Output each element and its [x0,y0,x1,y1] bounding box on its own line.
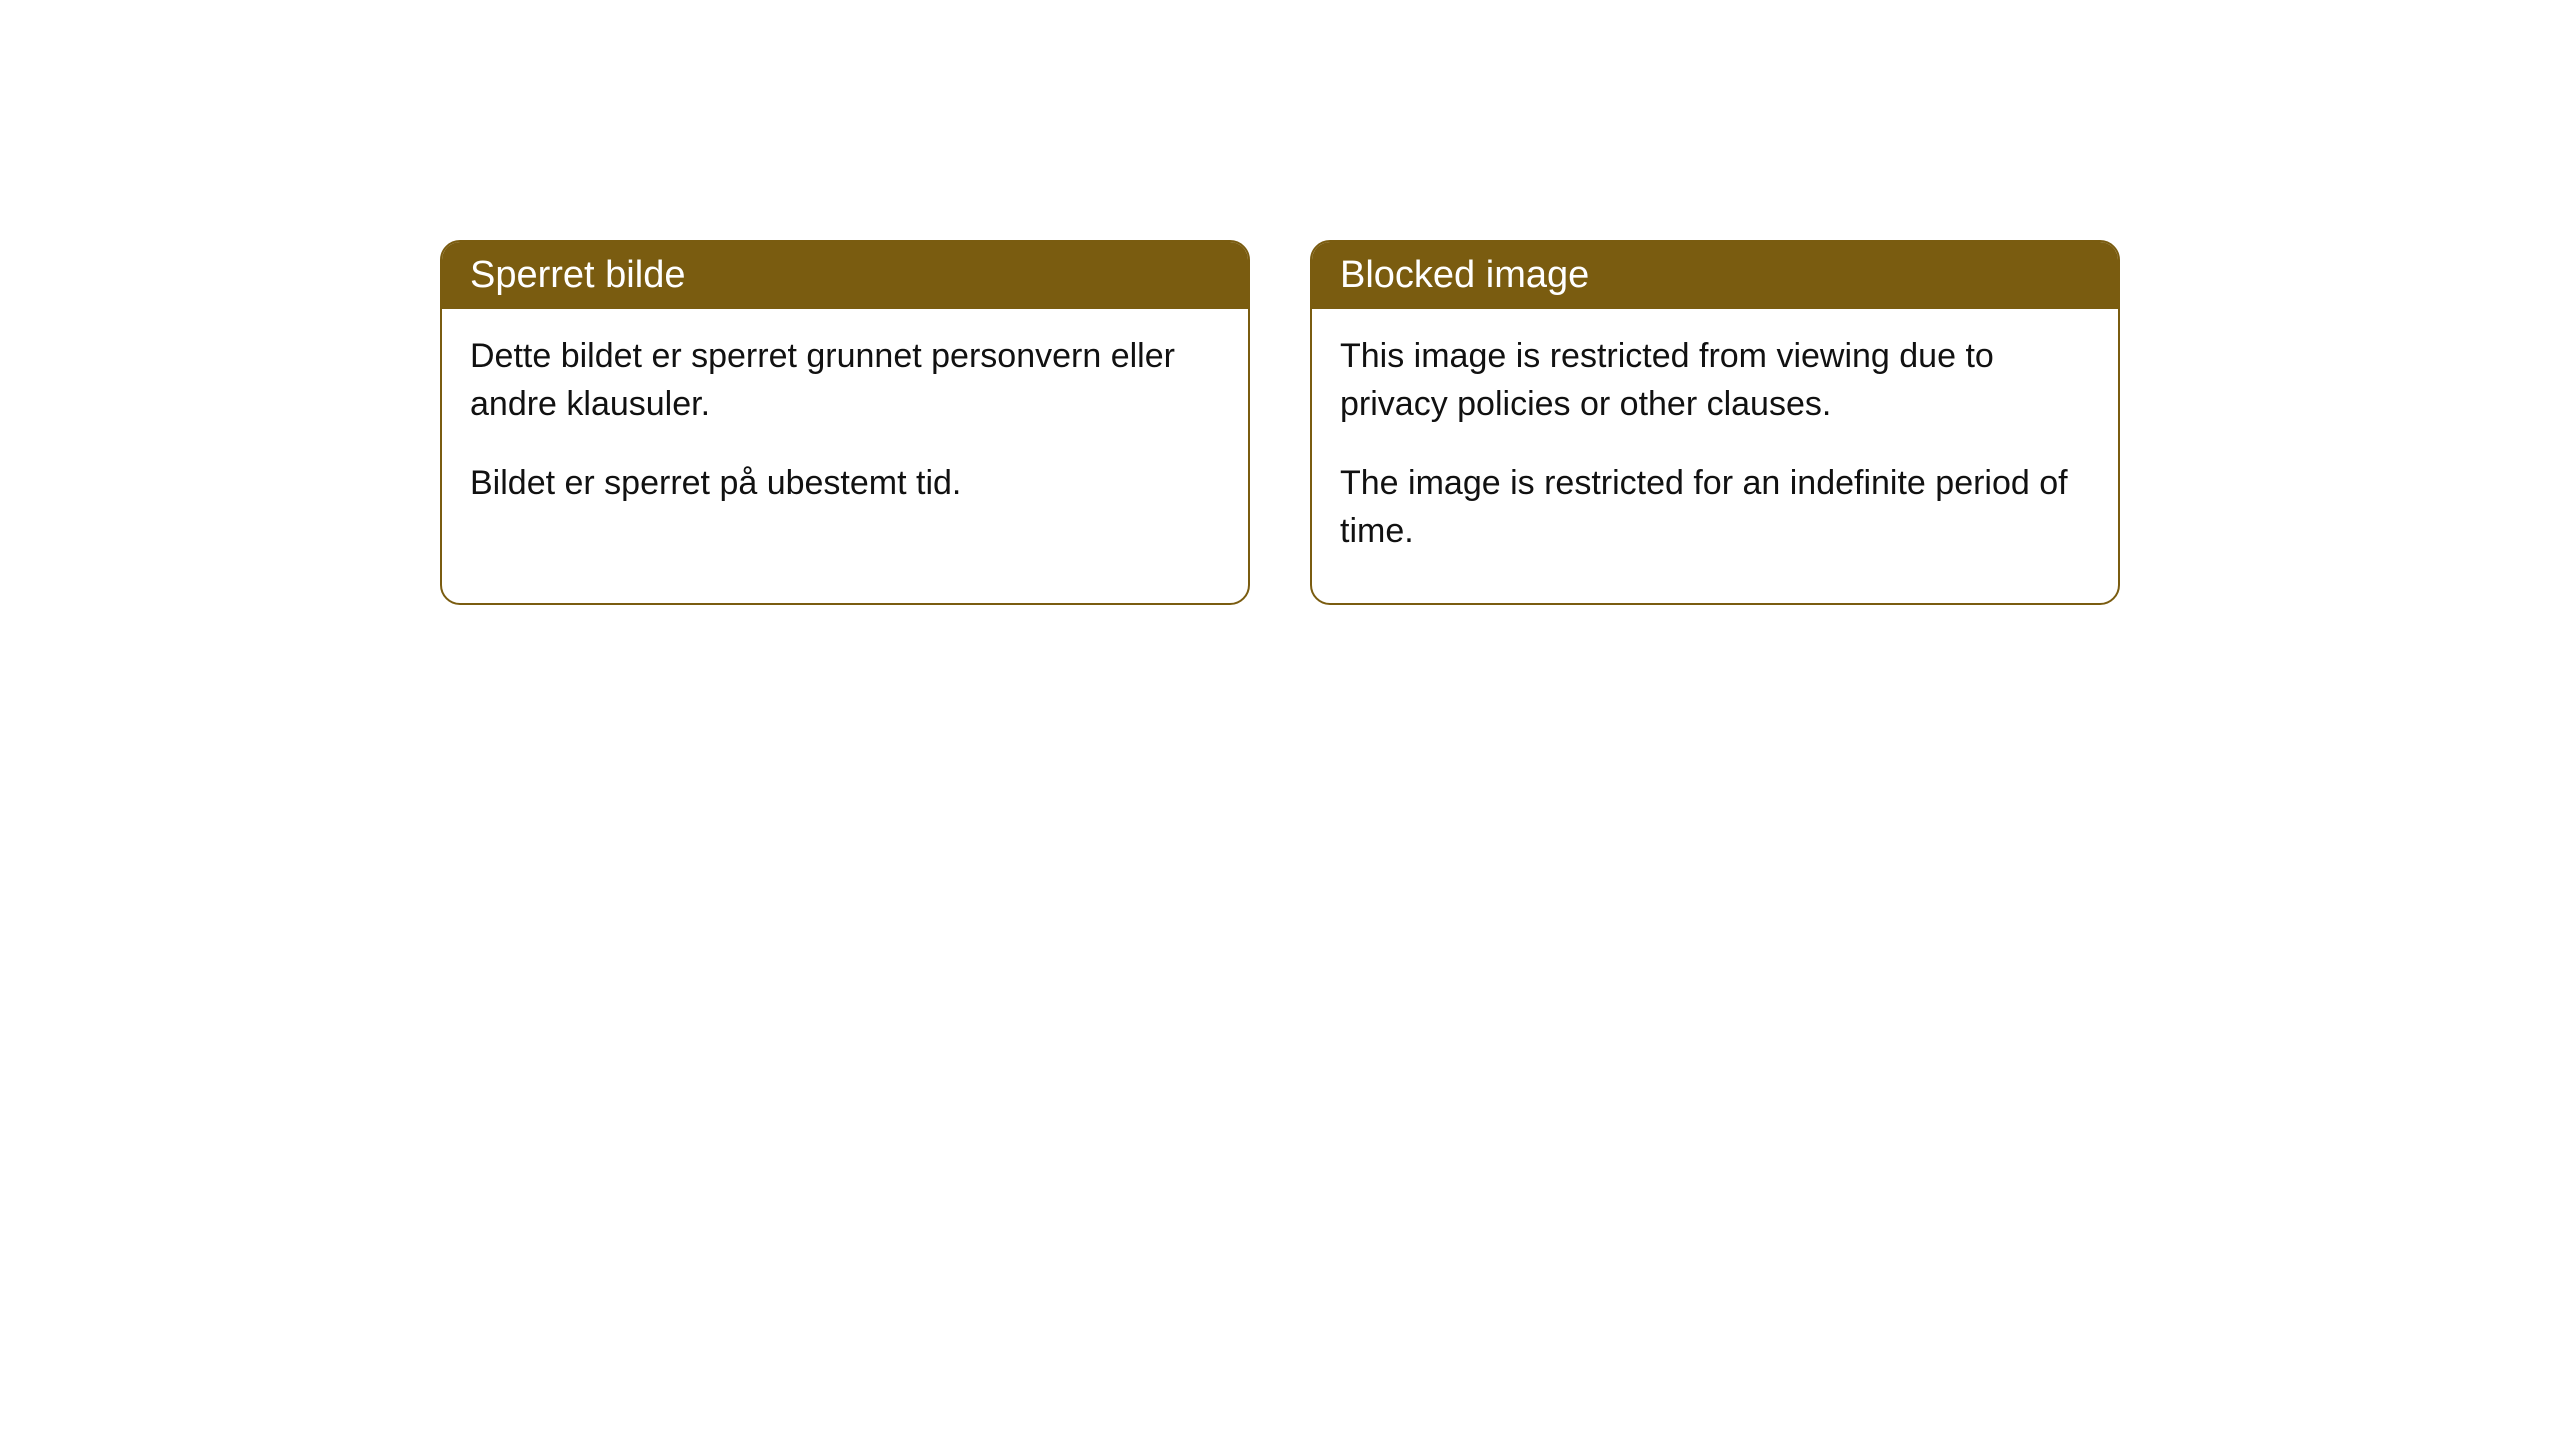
card-body: This image is restricted from viewing du… [1312,309,2118,603]
notice-cards-container: Sperret bilde Dette bildet er sperret gr… [440,240,2120,605]
card-paragraph: This image is restricted from viewing du… [1340,333,2090,428]
card-title: Blocked image [1312,242,2118,309]
card-paragraph: The image is restricted for an indefinit… [1340,460,2090,555]
notice-card-norwegian: Sperret bilde Dette bildet er sperret gr… [440,240,1250,605]
notice-card-english: Blocked image This image is restricted f… [1310,240,2120,605]
card-paragraph: Dette bildet er sperret grunnet personve… [470,333,1220,428]
card-body: Dette bildet er sperret grunnet personve… [442,309,1248,556]
card-paragraph: Bildet er sperret på ubestemt tid. [470,460,1220,508]
card-title: Sperret bilde [442,242,1248,309]
